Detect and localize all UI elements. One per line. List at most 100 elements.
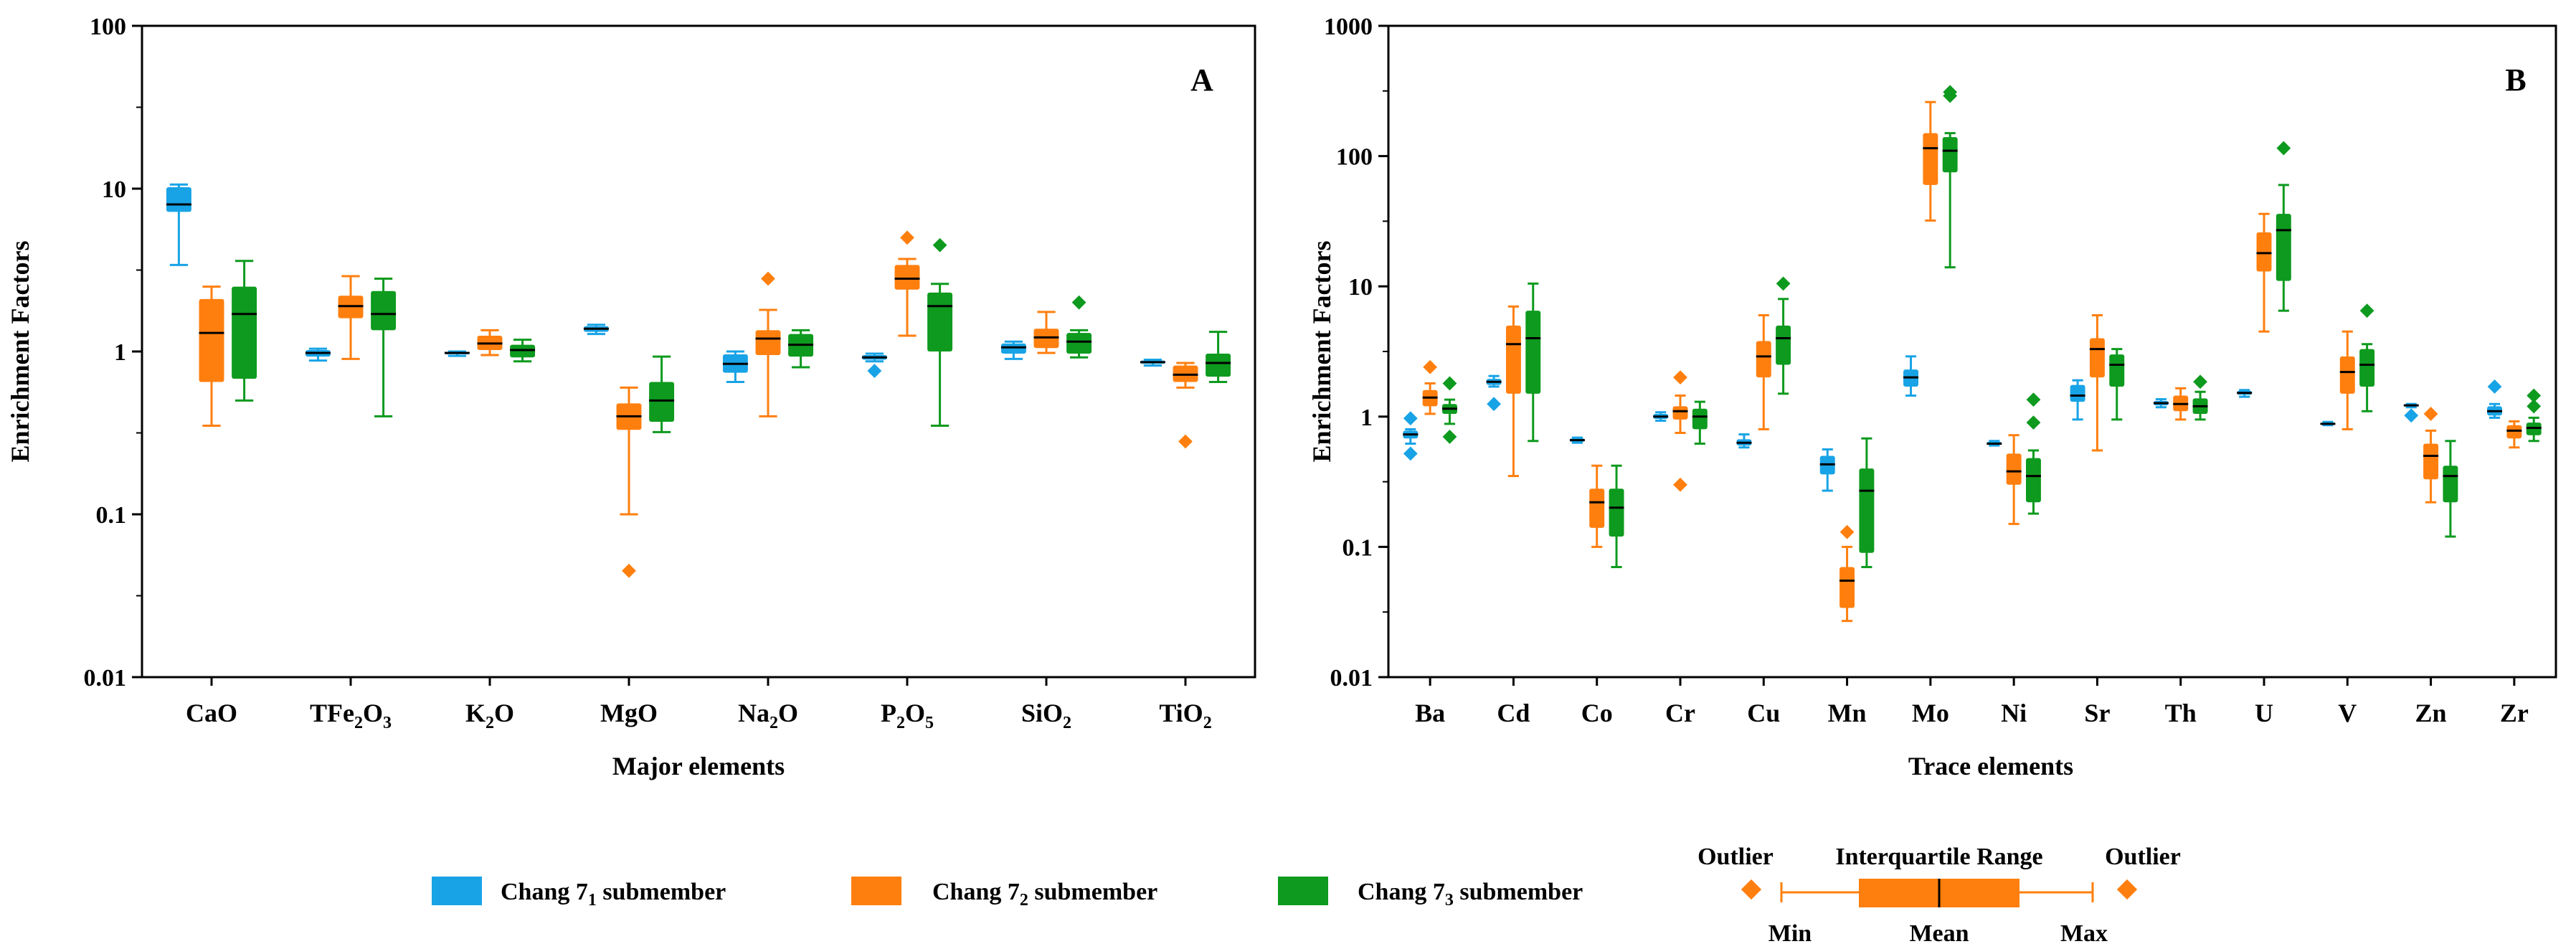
panel-b-s3-mo-box bbox=[1942, 137, 1958, 173]
panel-b-s3-sr-box bbox=[2109, 354, 2125, 387]
panel-b-s3-cu-box bbox=[1776, 325, 1791, 365]
panel-b-x-tick-label: V bbox=[2338, 699, 2357, 727]
panel-b-s3-u-box bbox=[2276, 214, 2291, 281]
panel-b-s3-ba-outlier bbox=[1442, 376, 1457, 391]
key-outlier-right-diamond bbox=[2116, 879, 2138, 900]
panel-b-s3-ni-box bbox=[2026, 458, 2041, 503]
legend-swatch-chang-7-3 bbox=[1278, 877, 1328, 905]
panel-b-s2-zn-box bbox=[2423, 443, 2439, 480]
panel-b-x-tick-label: Cu bbox=[1747, 699, 1780, 727]
key-outlier-right-label: Outlier bbox=[2105, 844, 2181, 870]
panel-b-s3-co-box bbox=[1609, 488, 1624, 537]
panel-a-x-tick-label: Na2O bbox=[738, 699, 798, 732]
panel-b-frame bbox=[1387, 24, 2557, 679]
panel-b-s2-zn-outlier bbox=[2423, 407, 2438, 421]
panel-b-s2-cr-outlier bbox=[1673, 477, 1687, 492]
panel-a-x-tick-label: K2O bbox=[465, 699, 514, 732]
panel-b-s3-cr-box bbox=[1692, 408, 1708, 430]
legend-sub-3: 3 bbox=[1445, 891, 1454, 910]
panel-b-s2-mn-box bbox=[1839, 567, 1855, 608]
panel-a-s2-na-box bbox=[755, 330, 781, 356]
panel-b-y-tick-label: 1 bbox=[1360, 405, 1373, 431]
panel-b-s2-cd-box bbox=[1505, 325, 1521, 394]
panel-a-x-tick-label: SiO2 bbox=[1021, 699, 1071, 732]
panel-b-x-tick-label: Mn bbox=[1828, 699, 1867, 727]
panel-a-s2-tio-outlier bbox=[1178, 434, 1193, 449]
panel-b-x-tick-label: Ba bbox=[1415, 699, 1445, 727]
legend-name-3: Chang 7 bbox=[1358, 879, 1445, 905]
panel-b-x-tick-label: U bbox=[2255, 699, 2273, 727]
panel-b-y-tick-label: 0.1 bbox=[1343, 534, 1373, 561]
panel-a-label: A bbox=[1190, 62, 1213, 98]
panel-b-s2-co-box bbox=[1589, 488, 1605, 528]
panel-b-x-tick-label: Mo bbox=[1912, 699, 1949, 727]
panel-b-s1-cd-outlier bbox=[1487, 397, 1502, 412]
panel-b-s2-v-box bbox=[2339, 356, 2355, 394]
panel-b-s1-ba-outlier bbox=[1403, 446, 1418, 461]
panel-b-s3-cu-outlier bbox=[1776, 276, 1791, 291]
legend-sub-1: 1 bbox=[588, 891, 597, 910]
panel-a-s1-p-outlier bbox=[867, 364, 882, 378]
panel-b-s3-u-outlier bbox=[2276, 141, 2291, 156]
key-mean-label: Mean bbox=[1909, 920, 1969, 947]
panel-a-s2-cao-box bbox=[199, 298, 224, 382]
panel-b-s2-u-box bbox=[2256, 232, 2272, 272]
panel-a-y-tick-label: 0.1 bbox=[96, 502, 127, 529]
panel-a-s3-p-box bbox=[927, 292, 953, 351]
panel-b-y-tick-label: 0.01 bbox=[1330, 665, 1373, 691]
panel-b-x-tick-label: Cr bbox=[1665, 699, 1695, 727]
panel-a-s2-p-outlier bbox=[900, 230, 914, 245]
panel-a-s3-mgo-box bbox=[649, 382, 675, 422]
legend-name-2: Chang 7 bbox=[932, 879, 1020, 905]
panel-b-s3-v-outlier bbox=[2359, 303, 2374, 318]
panel-b-s2-mo-box bbox=[1923, 133, 1938, 185]
panel-b-x-tick-label: Sr bbox=[2084, 699, 2110, 727]
panel-b-s2-mn-outlier bbox=[1839, 524, 1855, 539]
panel-a-x-axis-label: Major elements bbox=[612, 752, 785, 780]
panel-b-s1-sr-box bbox=[2070, 384, 2085, 402]
panel-b-s3-ni-outlier bbox=[2026, 392, 2041, 407]
panel-b-s2-ni-box bbox=[2006, 453, 2022, 485]
legend-label-chang-7-3: Chang 73 submember bbox=[1358, 879, 1583, 910]
panel-a-y-tick-label: 10 bbox=[102, 176, 126, 203]
panel-a-y-axis-label: Enrichment Factors bbox=[6, 241, 34, 463]
panel-b-s3-mo-outlier bbox=[1943, 85, 1958, 100]
key-max-label: Max bbox=[2060, 920, 2108, 947]
panel-b-s3-cd-box bbox=[1525, 311, 1541, 394]
panel-b-s2-cu-box bbox=[1756, 341, 1771, 378]
panel-b-s1-zn-outlier bbox=[2404, 408, 2419, 423]
panel-b-x-axis-label: Trace elements bbox=[1908, 752, 2073, 780]
panel-b-x-tick-label: Co bbox=[1581, 699, 1613, 727]
panel-b-x-tick-label: Ni bbox=[2001, 699, 2027, 727]
panel-b-label: B bbox=[2505, 62, 2526, 98]
panel-b-s2-cr-outlier bbox=[1673, 370, 1687, 385]
panel-b-s3-zr-outlier bbox=[2527, 399, 2542, 414]
panel-a-x-tick-label: MgO bbox=[600, 699, 658, 727]
panel-b-s3-zr-outlier bbox=[2527, 388, 2542, 403]
panel-b-s3-mn-box bbox=[1859, 468, 1875, 553]
panel-b-x-tick-label: Th bbox=[2165, 699, 2197, 727]
panel-a-s3-tfe-box bbox=[371, 291, 397, 331]
legend: Chang 71 submember Chang 72 submember Ch… bbox=[432, 877, 1583, 910]
legend-label-chang-7-1: Chang 71 submember bbox=[501, 879, 726, 910]
panel-a-plot: 0.01 0.1 1 10 100 CaO TFe2O3 K2O MgO Na2O P2O5 SiO2… bbox=[84, 14, 1231, 732]
legend-suffix-1: submember bbox=[597, 879, 726, 905]
panel-a-s2-na-outlier bbox=[761, 271, 775, 286]
key-outlier-left-diamond bbox=[1741, 879, 1762, 900]
panel-a-s1-cao-box bbox=[166, 187, 191, 212]
legend-sub-2: 2 bbox=[1020, 891, 1028, 910]
key-min-label: Min bbox=[1768, 920, 1812, 947]
panel-b-s3-th-outlier bbox=[2193, 374, 2207, 389]
panel-b-x-tick-label: Zr bbox=[2500, 699, 2529, 727]
panel-a-s2-mgo-outlier bbox=[622, 563, 636, 578]
panel-b-plot: 0.01 0.1 1 10 100 1000 Ba Cd Co Cr Cu Mn Mo Ni Sr Th U V Z… bbox=[1324, 14, 2542, 727]
panel-b-s3-ba-outlier bbox=[1442, 430, 1457, 444]
legend-swatch-chang-7-1 bbox=[432, 877, 482, 905]
legend-suffix-3: submember bbox=[1454, 879, 1583, 905]
panel-b-y-tick-label: 100 bbox=[1336, 144, 1373, 171]
panel-a-x-tick-label: P2O5 bbox=[881, 699, 934, 732]
legend-name-1: Chang 7 bbox=[501, 879, 588, 905]
panel-a-y-tick-label: 1 bbox=[114, 339, 126, 366]
legend-suffix-2: submember bbox=[1028, 879, 1157, 905]
